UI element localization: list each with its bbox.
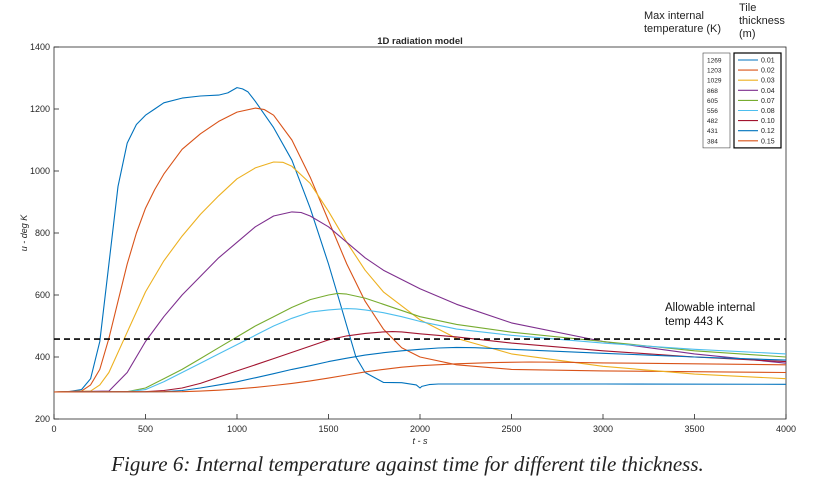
allowable-temp-line1: Allowable internal	[665, 302, 756, 314]
y-axis-label: u - deg K	[19, 214, 29, 252]
y-tick-label: 600	[35, 290, 50, 300]
x-tick-label: 0	[51, 424, 56, 434]
legend-label: 0.15	[761, 138, 775, 145]
max-temp-value: 482	[707, 118, 718, 125]
max-temp-value: 384	[707, 138, 718, 145]
legend-label: 0.02	[761, 68, 775, 75]
x-tick-label: 2000	[410, 424, 430, 434]
max-temp-header: Max internal temperature (K)	[644, 10, 736, 36]
x-tick-label: 3500	[684, 424, 704, 434]
x-tick-label: 1500	[318, 424, 338, 434]
max-temp-value: 868	[707, 88, 718, 95]
max-temp-value: 1203	[707, 68, 722, 75]
y-tick-label: 400	[35, 352, 50, 362]
series-line-0.02	[53, 107, 787, 393]
series-line-0.08	[53, 308, 787, 393]
max-temp-header-line1: Max internal	[644, 10, 704, 22]
chart-title: 1D radiation model	[377, 36, 463, 47]
series-line-0.03	[53, 161, 787, 393]
thickness-header-line1: Tile	[739, 2, 757, 14]
x-tick-label: 3000	[593, 424, 613, 434]
max-temp-value: 605	[707, 98, 718, 105]
max-temp-value: 556	[707, 108, 718, 115]
max-temp-box	[702, 52, 731, 149]
y-tick-label: 1000	[30, 166, 50, 176]
legend-label: 0.08	[761, 108, 775, 115]
max-temp-value: 1029	[707, 78, 722, 85]
x-axis-label: t - s	[413, 436, 428, 446]
x-tick-label: 4000	[776, 424, 796, 434]
series-line-0.01	[53, 87, 787, 393]
allowable-temp-line2: temp 443 K	[665, 316, 724, 328]
y-tick-label: 800	[35, 228, 50, 238]
y-tick-label: 200	[35, 414, 50, 424]
thickness-header-line3: (m)	[739, 28, 756, 40]
max-temp-value: 431	[707, 128, 718, 135]
legend-label: 0.03	[761, 78, 775, 85]
legend-label: 0.01	[761, 58, 775, 65]
series-line-0.12	[53, 346, 787, 393]
max-temp-header-line2: temperature (K)	[644, 23, 722, 35]
thickness-header-line2: thickness	[739, 15, 785, 27]
y-tick-label: 1400	[30, 42, 50, 52]
series-line-0.04	[53, 211, 787, 393]
figure-caption: Figure 6: Internal temperature against t…	[111, 452, 704, 476]
legend-label: 0.12	[761, 128, 775, 135]
max-temp-value: 1269	[707, 58, 722, 65]
line-chart: 1D radiation model t - s u - deg K 0 500 1…	[19, 36, 796, 446]
x-tick-label: 2500	[501, 424, 521, 434]
x-tick-label: 1000	[227, 424, 247, 434]
legend-label: 0.07	[761, 98, 775, 105]
series-line-0.07	[53, 292, 787, 393]
series-line-0.15	[53, 361, 787, 393]
thickness-header: Tile thickness (m)	[739, 2, 799, 41]
legend-label: 0.10	[761, 118, 775, 125]
x-tick-label: 500	[138, 424, 153, 434]
y-tick-label: 1200	[30, 104, 50, 114]
legend-label: 0.04	[761, 88, 775, 95]
allowable-temp-annotation: Allowable internal temp 443 K	[665, 301, 785, 329]
